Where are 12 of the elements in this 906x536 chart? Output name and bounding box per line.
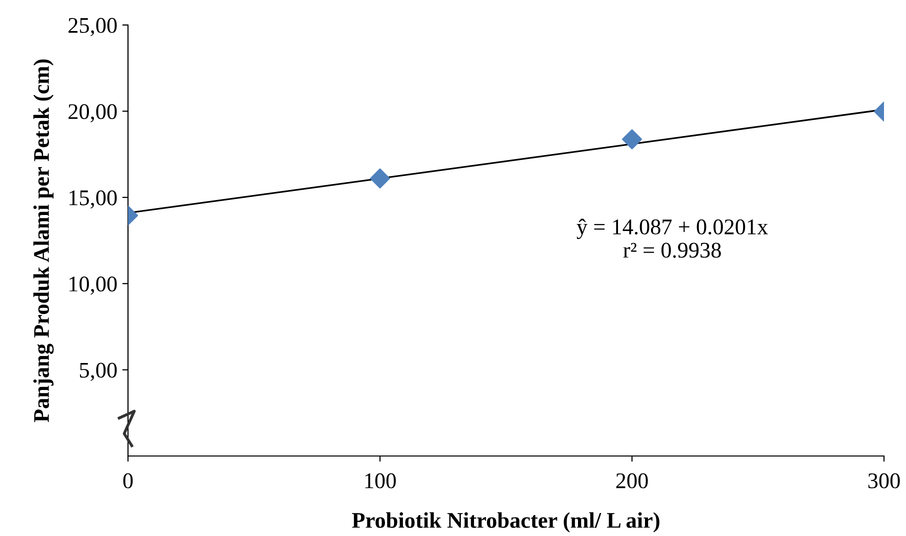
x-tick-label: 200 <box>616 473 648 488</box>
y-tick-label: 20,00 <box>68 104 117 122</box>
y-tick-label: 5,00 <box>80 362 117 381</box>
y-tick-label: 25,00 <box>68 18 117 36</box>
y-tick-label: 10,00 <box>70 276 117 295</box>
x-tick-label: 0 <box>123 473 133 488</box>
y-tick-label: 15,00 <box>70 190 117 209</box>
x-tick-label: 300 <box>868 473 900 488</box>
y-axis-title: Panjang Produk Alami per Petak (cm) <box>33 59 54 422</box>
x-tick-label: 100 <box>365 473 396 488</box>
annotation: ŷ = 14.087 + 0.0201x r² = 0.9938 <box>576 218 768 258</box>
x-axis-title: Probiotik Nitrobacter (ml/ L air) <box>352 512 660 532</box>
